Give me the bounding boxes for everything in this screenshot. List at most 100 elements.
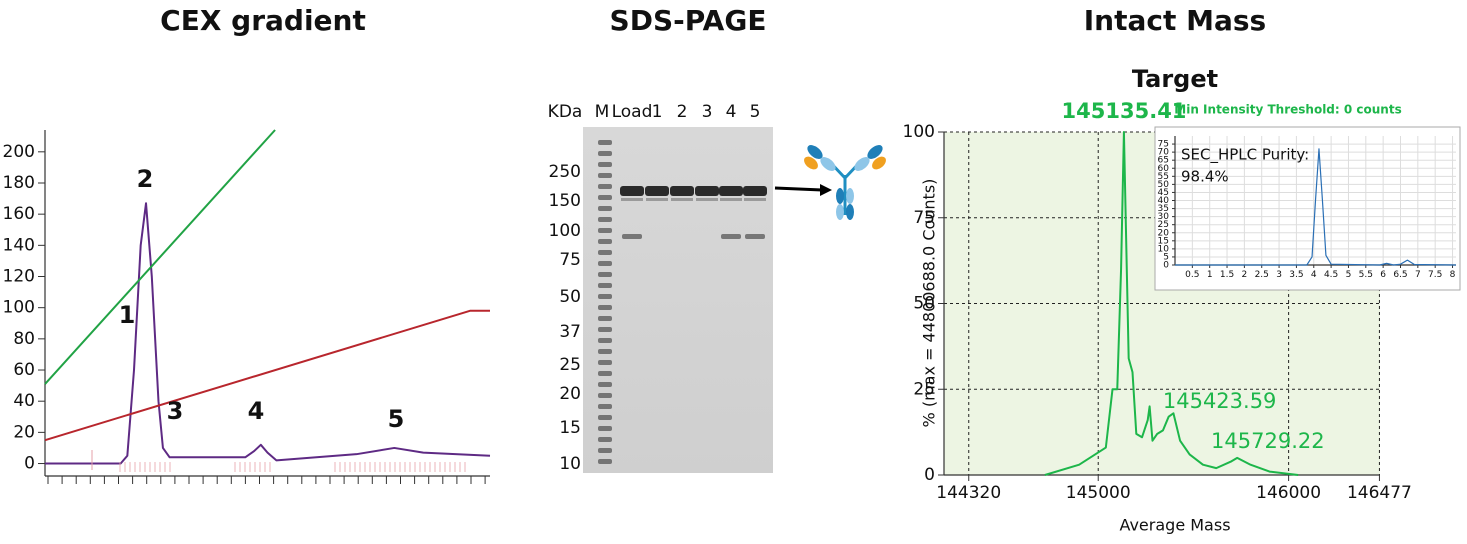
inset-annotation: 98.4% [1181,168,1229,186]
heavy-band [695,186,719,196]
y-tick-label: 140 [3,235,35,255]
ladder-band [598,404,612,409]
x-tick-label: 7.5 [1428,270,1442,280]
arrow-head [820,184,832,196]
x-tick-label: 146000 [1256,483,1321,503]
heavy-band [620,186,644,196]
x-tick-label: 6.5 [1393,270,1407,280]
y-tick-label: 15 [1158,236,1169,246]
arrow [774,186,823,192]
ladder-band [598,184,612,189]
peak-annotation: 2 [137,165,154,193]
y-tick-label: 20 [13,422,35,442]
gel-title: SDS-PAGE [610,4,767,37]
y-tick-label: 55 [1158,172,1169,182]
chart-title: Intact Mass [1084,4,1266,37]
marker-label: 25 [559,355,581,375]
y-tick-label: 120 [3,267,35,287]
y-tick-label: 0 [24,454,35,474]
y-tick-label: 60 [13,360,35,380]
ladder-band [598,426,612,431]
minor-band [721,234,741,239]
x-tick-label: 144320 [936,483,1001,503]
series-line [44,129,276,385]
faint-band [696,198,718,201]
peak-annotation: 4 [248,397,265,425]
marker-label: 15 [559,418,581,438]
antibody-icon [774,145,886,220]
ladder-band [598,415,612,420]
y-tick-label: 25 [1158,220,1169,230]
x-axis-label: Average Mass [1119,516,1230,535]
y-axis-label: % (max = 44800688.0 Counts) [920,179,939,428]
x-tick-label: 6 [1380,270,1386,280]
y-tick-label: 30 [1158,212,1170,222]
marker-label: 37 [559,322,581,342]
x-tick-label: 145000 [1066,483,1131,503]
marker-label: 10 [559,454,581,474]
heavy-band [645,186,669,196]
lane-label: 5 [750,102,761,122]
ladder-band [598,140,612,145]
y-tick-label: 40 [1158,196,1170,206]
ladder-band [598,217,612,222]
ladder-band [598,261,612,266]
ladder-band [598,294,612,299]
minor-band [622,234,642,239]
chart-title: CEX gradient [160,4,366,37]
series-line [1044,131,1299,476]
y-tick-label: 60 [1158,164,1170,174]
peak-label: 145729.22 [1211,429,1325,453]
x-tick-label: 1.5 [1220,270,1234,280]
ladder-band [598,195,612,200]
ladder-band [598,173,612,178]
x-tick-label: 5.5 [1359,270,1373,280]
lane-label: 2 [677,102,688,122]
x-tick-label: 4 [1311,270,1317,280]
ladder-band [598,206,612,211]
ladder-band [598,459,612,464]
lane-label: M [595,102,610,122]
peak-annotation: 1 [119,301,136,329]
x-tick-label: 5 [1346,270,1352,280]
lane-label: Load [612,102,653,122]
series-line [45,202,491,465]
y-tick-label: 35 [1158,204,1169,214]
ladder-band [598,162,612,167]
y-tick-label: 160 [3,204,35,224]
series-line [44,309,490,442]
x-tick-label: 2.5 [1255,270,1269,280]
peak-annotation: 3 [167,397,184,425]
lane-label: 4 [726,102,737,122]
ladder-band [598,371,612,376]
ladder-band [598,316,612,321]
ladder-band [598,360,612,365]
peak-label: 145423.59 [1163,389,1277,413]
lane-label: 1 [652,102,663,122]
marker-label: 150 [549,191,581,211]
x-tick-label: 3 [1276,270,1282,280]
peak-label: 145135.41 [1062,99,1187,123]
y-tick-label: 180 [3,173,35,193]
marker-label: 50 [559,287,581,307]
ladder-band [598,393,612,398]
x-tick-label: 146477 [1347,483,1412,503]
peak-annotation: 5 [388,405,405,433]
y-tick-label: 50 [913,294,935,314]
y-tick-label: 10 [1158,244,1170,254]
x-tick-label: 2 [1242,270,1248,280]
faint-band [621,198,643,201]
lane-label: 3 [702,102,713,122]
y-tick-label: 40 [13,391,35,411]
ladder-band [598,437,612,442]
heavy-band [743,186,767,196]
ladder-band [598,151,612,156]
ladder-band [598,338,612,343]
y-tick-label: 25 [913,379,935,399]
ladder-band [598,327,612,332]
marker-label: 250 [549,162,581,182]
lane-label: KDa [548,102,583,122]
y-tick-label: 80 [13,329,35,349]
ladder-band [598,239,612,244]
faint-band [671,198,693,201]
